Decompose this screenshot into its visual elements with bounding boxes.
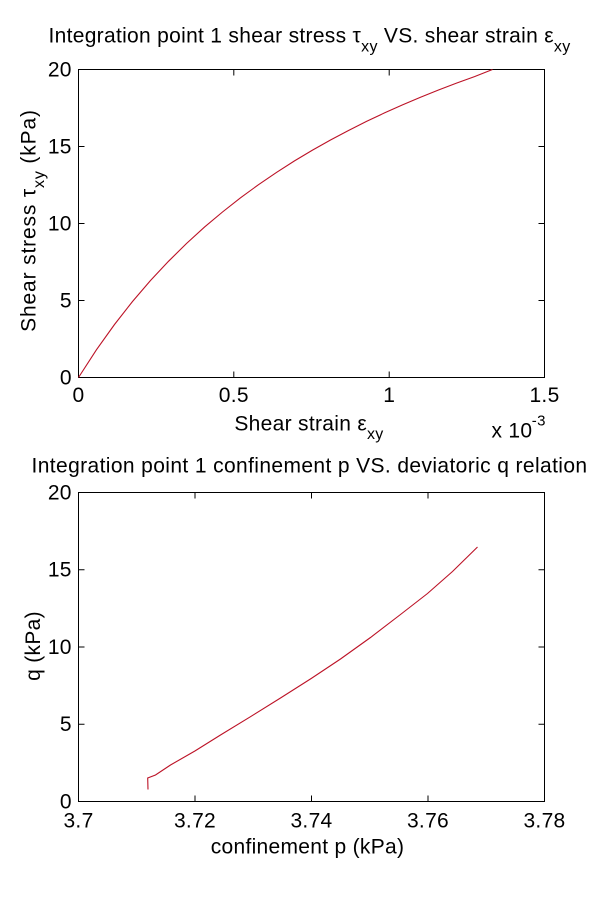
svg-text:20: 20 [48,481,72,504]
svg-text:5: 5 [60,713,72,736]
svg-text:3.72: 3.72 [174,809,216,832]
svg-text:10: 10 [48,212,72,235]
svg-text:-3: -3 [532,413,546,430]
svg-text:x 10: x 10 [492,420,533,443]
svg-text:q (kPa): q (kPa) [22,611,45,681]
svg-text:0.5: 0.5 [219,384,249,407]
svg-text:3.74: 3.74 [290,809,332,832]
svg-text:0: 0 [60,790,72,813]
svg-text:confinement p (kPa): confinement p (kPa) [211,836,405,859]
svg-text:20: 20 [48,58,72,81]
svg-text:1.5: 1.5 [529,384,559,407]
svg-text:15: 15 [48,559,72,582]
svg-text:1: 1 [383,384,395,407]
svg-text:3.78: 3.78 [523,809,565,832]
svg-text:10: 10 [48,636,72,659]
svg-text:15: 15 [48,135,72,158]
svg-text:0: 0 [73,384,85,407]
svg-text:5: 5 [60,289,72,312]
svg-text:Integration point 1 confinemen: Integration point 1 confinement p VS. de… [32,455,588,478]
svg-text:0: 0 [60,366,72,389]
svg-text:3.76: 3.76 [407,809,449,832]
svg-text:3.7: 3.7 [63,809,93,832]
